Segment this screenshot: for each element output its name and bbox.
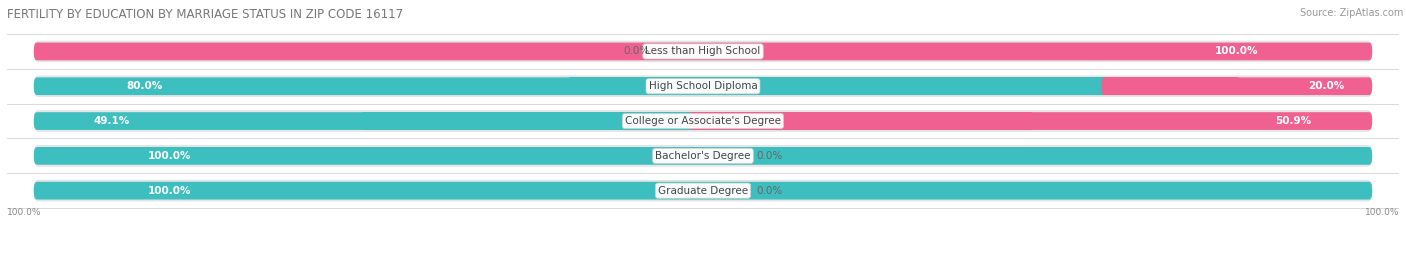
FancyBboxPatch shape xyxy=(34,145,1372,167)
Text: 100.0%: 100.0% xyxy=(148,186,191,196)
Bar xyxy=(363,112,690,130)
FancyBboxPatch shape xyxy=(34,43,1372,60)
Text: College or Associate's Degree: College or Associate's Degree xyxy=(626,116,780,126)
Text: 100.0%: 100.0% xyxy=(148,151,191,161)
FancyBboxPatch shape xyxy=(34,180,1372,201)
FancyBboxPatch shape xyxy=(1101,77,1372,95)
FancyBboxPatch shape xyxy=(34,75,1372,97)
FancyBboxPatch shape xyxy=(34,182,1372,200)
Text: 20.0%: 20.0% xyxy=(1308,81,1344,91)
Text: FERTILITY BY EDUCATION BY MARRIAGE STATUS IN ZIP CODE 16117: FERTILITY BY EDUCATION BY MARRIAGE STATU… xyxy=(7,8,404,21)
Text: 50.9%: 50.9% xyxy=(1275,116,1310,126)
Bar xyxy=(1105,77,1239,95)
Text: 0.0%: 0.0% xyxy=(623,47,650,56)
Text: 80.0%: 80.0% xyxy=(127,81,163,91)
Text: 100.0%: 100.0% xyxy=(1215,47,1258,56)
Text: 0.0%: 0.0% xyxy=(756,186,783,196)
Bar xyxy=(690,112,1032,130)
FancyBboxPatch shape xyxy=(34,110,1372,132)
Bar xyxy=(569,77,1105,95)
Text: 100.0%: 100.0% xyxy=(1364,208,1399,217)
Text: High School Diploma: High School Diploma xyxy=(648,81,758,91)
Text: Source: ZipAtlas.com: Source: ZipAtlas.com xyxy=(1299,8,1403,18)
Text: 49.1%: 49.1% xyxy=(93,116,129,126)
Text: 0.0%: 0.0% xyxy=(756,151,783,161)
FancyBboxPatch shape xyxy=(34,41,1372,62)
FancyBboxPatch shape xyxy=(34,112,695,130)
Text: Less than High School: Less than High School xyxy=(645,47,761,56)
Text: Bachelor's Degree: Bachelor's Degree xyxy=(655,151,751,161)
FancyBboxPatch shape xyxy=(34,147,1372,165)
FancyBboxPatch shape xyxy=(34,77,1108,95)
FancyBboxPatch shape xyxy=(688,112,1372,130)
Text: 100.0%: 100.0% xyxy=(7,208,42,217)
Text: Graduate Degree: Graduate Degree xyxy=(658,186,748,196)
